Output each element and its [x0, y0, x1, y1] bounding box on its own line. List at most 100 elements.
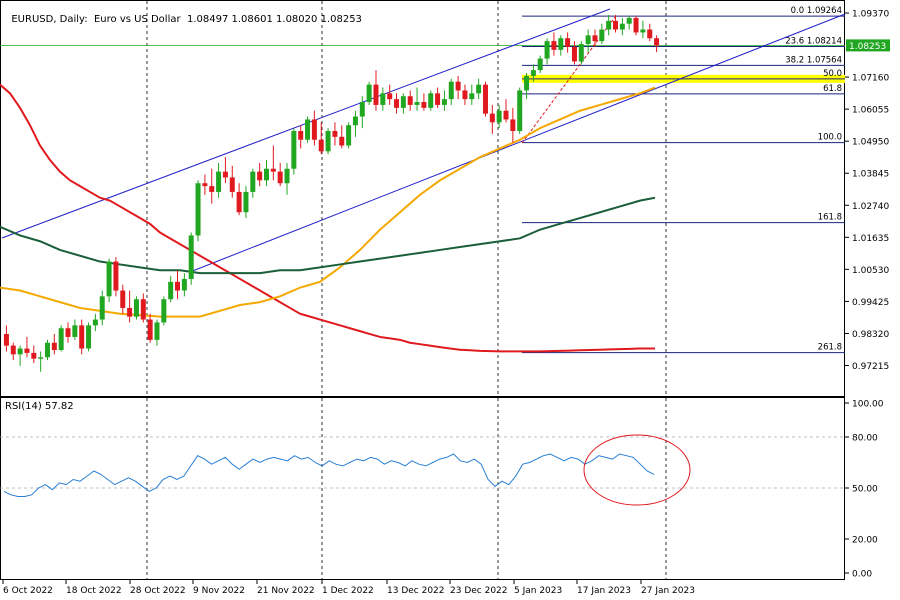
candle-body	[592, 35, 598, 42]
symbol-label: EURUSD	[11, 14, 54, 25]
candle-body	[311, 119, 317, 140]
candle-body	[291, 131, 297, 169]
rsi-y-tick-label: 20.00	[852, 536, 878, 546]
candle-body	[65, 328, 71, 337]
candle-body	[106, 261, 112, 297]
candle-body	[346, 125, 352, 146]
candle-body	[619, 23, 625, 30]
candle-body	[17, 348, 23, 355]
candle-body	[489, 113, 495, 123]
candle-body	[168, 281, 174, 300]
rsi-y-tick-label: 80.00	[852, 434, 878, 444]
candle-body	[38, 357, 44, 359]
candle-body	[462, 90, 468, 100]
candle-body	[544, 41, 550, 59]
candle-body	[216, 171, 222, 192]
fib-level-label: 38.2 1.07564	[785, 55, 842, 65]
candle-body	[455, 81, 461, 91]
candle-body	[558, 38, 564, 50]
candle-body	[352, 116, 358, 126]
y-tick-label: 1.02740	[852, 202, 889, 212]
candle-body	[209, 186, 215, 192]
candle-body	[222, 171, 228, 178]
candle-body	[10, 345, 16, 355]
candle-body	[476, 84, 482, 94]
x-tick-label: 18 Oct 2022	[66, 586, 122, 596]
y-tick-label: 0.98320	[852, 330, 889, 340]
x-tick-label: 5 Jan 2023	[514, 586, 562, 596]
fib-level-label: 23.6 1.08214	[785, 37, 842, 47]
moving-average-line	[0, 196, 656, 275]
candle-body	[537, 58, 543, 71]
candle-body	[373, 84, 379, 105]
candle-body	[263, 168, 269, 181]
candle-body	[647, 29, 653, 39]
candle-body	[517, 90, 523, 132]
candle-body	[339, 136, 345, 146]
fib-level-label: 161.8	[818, 213, 842, 223]
rsi-pane: 100.00 80.00 50.00 20.00 0.00	[0, 397, 884, 580]
rsi-header: RSI(14) 57.82	[5, 401, 74, 412]
fib-level-label: 50.0	[823, 69, 842, 79]
candle-body	[250, 171, 256, 192]
candle-body	[257, 171, 263, 181]
candle-body	[640, 29, 646, 33]
candle-body	[113, 261, 119, 291]
candle-body	[585, 35, 591, 45]
candle-body	[92, 319, 98, 326]
candle-body	[571, 46, 577, 62]
candle-body	[435, 93, 441, 105]
candle-body	[31, 352, 37, 359]
x-tick-label: 9 Nov 2022	[193, 586, 245, 596]
candle-body	[496, 110, 502, 123]
y-tick-label: 0.97215	[852, 362, 889, 372]
main-pane: 1.09370 1.07160 1.06055 1.04950 1.03845 1.027…	[0, 0, 890, 397]
candle-body	[503, 110, 509, 120]
candle-body	[578, 44, 584, 62]
candle-body	[188, 235, 194, 279]
candle-body	[79, 325, 85, 349]
x-axis: 6 Oct 2022 18 Oct 2022 28 Oct 2022 9 Nov 20…	[2, 580, 695, 596]
candle-body	[394, 99, 400, 108]
candle-body	[359, 102, 365, 117]
candle-body	[202, 183, 208, 187]
x-tick-label: 21 Nov 2022	[257, 586, 315, 596]
candle-body	[469, 93, 475, 100]
candle-body	[428, 93, 434, 108]
last-price-label: 1.08253	[849, 42, 886, 52]
candle-body	[72, 325, 78, 337]
rsi-y-tick-label: 50.00	[852, 485, 878, 495]
candle-body	[613, 20, 619, 30]
candle-body	[448, 81, 454, 100]
candle-body	[400, 96, 406, 108]
candle-body	[482, 84, 488, 114]
candle-body	[161, 299, 167, 323]
candle-body	[44, 342, 50, 358]
moving-average-line	[0, 83, 655, 353]
candle-body	[654, 38, 660, 46]
fib-level-label: 100.0	[818, 133, 842, 143]
candle-body	[524, 75, 530, 91]
ohlc-label: 1.08497 1.08601 1.08020 1.08253	[186, 14, 362, 25]
candle-body	[229, 177, 235, 192]
candle-body	[606, 20, 612, 30]
rsi-y-tick-label: 0.00	[852, 570, 872, 580]
candle-body	[366, 84, 372, 103]
candle-body	[599, 29, 605, 42]
candle-body	[305, 119, 311, 140]
candle-body	[127, 307, 133, 317]
candle-body	[298, 131, 304, 140]
candle-body	[318, 139, 324, 152]
description-label: Euro vs US Dollar	[93, 14, 181, 25]
main-pane-frame	[0, 0, 845, 397]
y-tick-label: 1.09370	[852, 10, 889, 20]
candle-body	[147, 319, 153, 340]
candle-body	[421, 102, 427, 108]
candle-body	[633, 17, 639, 33]
candle-body	[195, 183, 201, 236]
candle-body	[387, 93, 393, 100]
fib-level-label: 261.8	[818, 343, 842, 353]
candle-body	[58, 328, 64, 350]
candle-body	[380, 93, 386, 105]
